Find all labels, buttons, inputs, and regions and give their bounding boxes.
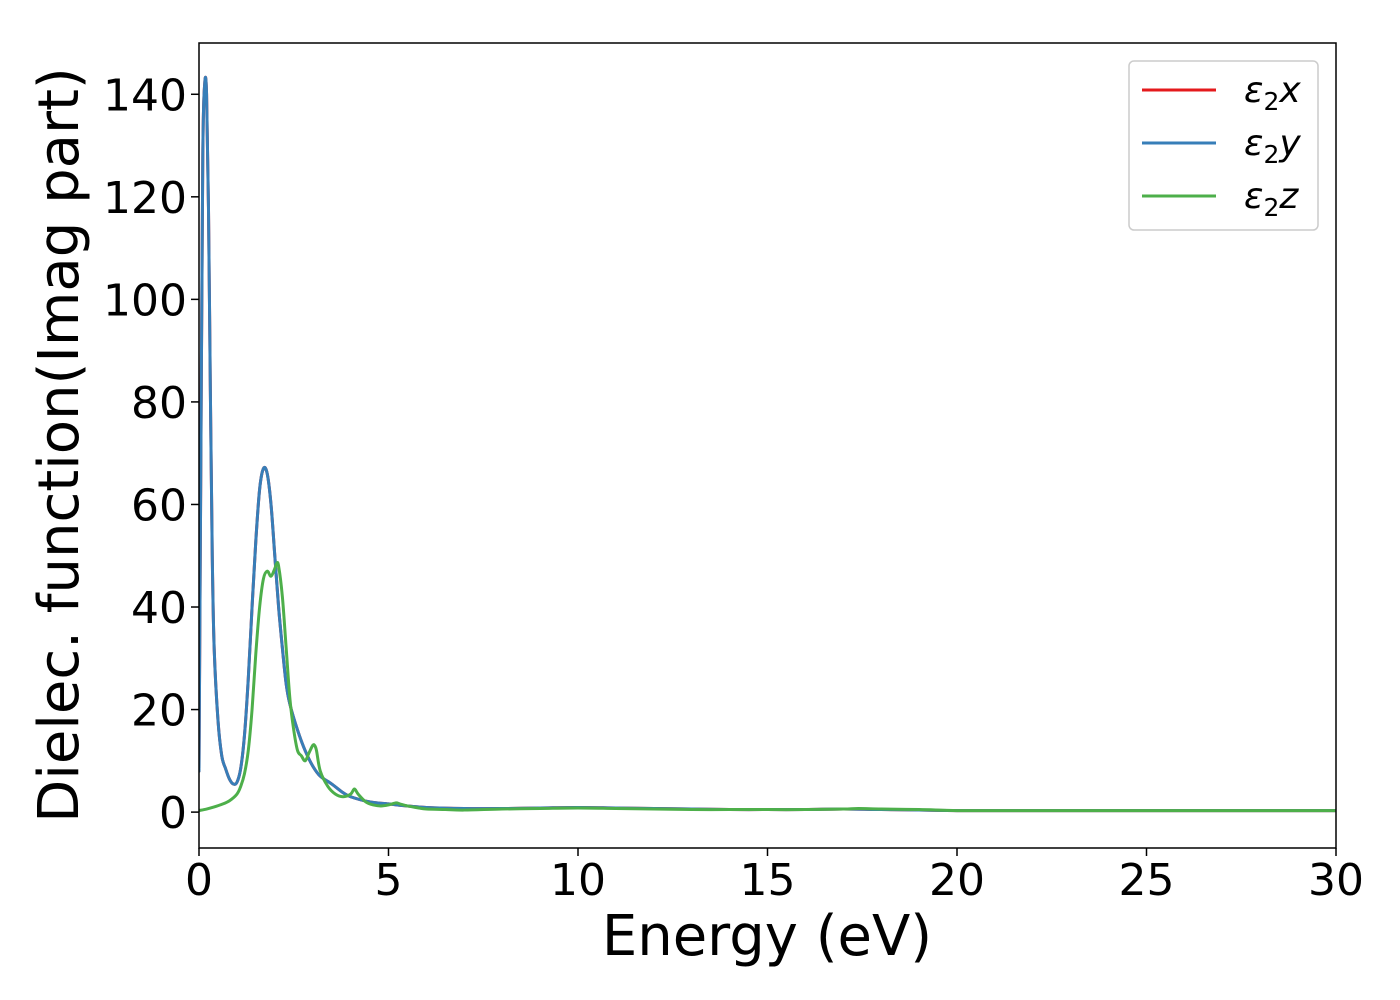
legend-label-z: ε2z	[1244, 176, 1299, 222]
y-tick-label: 120	[103, 173, 187, 224]
y-axis-label: Dielec. function(Imag part)	[27, 67, 92, 823]
y-tick-label: 0	[159, 788, 187, 839]
x-axis: 0 5 10 15 20 25 30	[185, 848, 1364, 906]
legend-label-y: ε2y	[1244, 123, 1301, 169]
x-tick-label: 20	[929, 855, 985, 906]
series-layer	[199, 75, 1336, 813]
x-axis-label: Energy (eV)	[602, 904, 932, 969]
legend-frame	[1128, 60, 1319, 231]
legend-label-subscript: 2	[1263, 140, 1279, 169]
legend-label-subscript: 2	[1263, 193, 1279, 222]
y-tick-label: 40	[131, 583, 187, 634]
y-tick-label: 140	[103, 70, 187, 121]
legend-label-axis: x	[1278, 70, 1301, 111]
x-tick-label: 0	[185, 855, 213, 906]
y-axis: 0 20 40 60 80 100 120 140	[103, 70, 199, 839]
y-tick-label: 80	[131, 378, 187, 429]
legend-label-subscript: 2	[1263, 87, 1279, 116]
y-tick-label: 100	[103, 275, 187, 326]
y-tick-label: 60	[131, 480, 187, 531]
legend-label-base: ε	[1244, 176, 1263, 217]
legend-label-axis: z	[1278, 176, 1299, 217]
x-tick-label: 30	[1308, 855, 1364, 906]
series-line-z	[199, 560, 1336, 813]
y-tick-label: 20	[131, 686, 187, 737]
x-tick-label: 5	[375, 855, 403, 906]
x-tick-label: 10	[550, 855, 606, 906]
legend-label-x: ε2x	[1244, 70, 1301, 116]
legend-label-base: ε	[1244, 123, 1263, 164]
x-tick-label: 15	[740, 855, 796, 906]
x-tick-label: 25	[1119, 855, 1175, 906]
legend-label-axis: y	[1278, 123, 1301, 164]
legend-label-base: ε	[1244, 70, 1263, 111]
